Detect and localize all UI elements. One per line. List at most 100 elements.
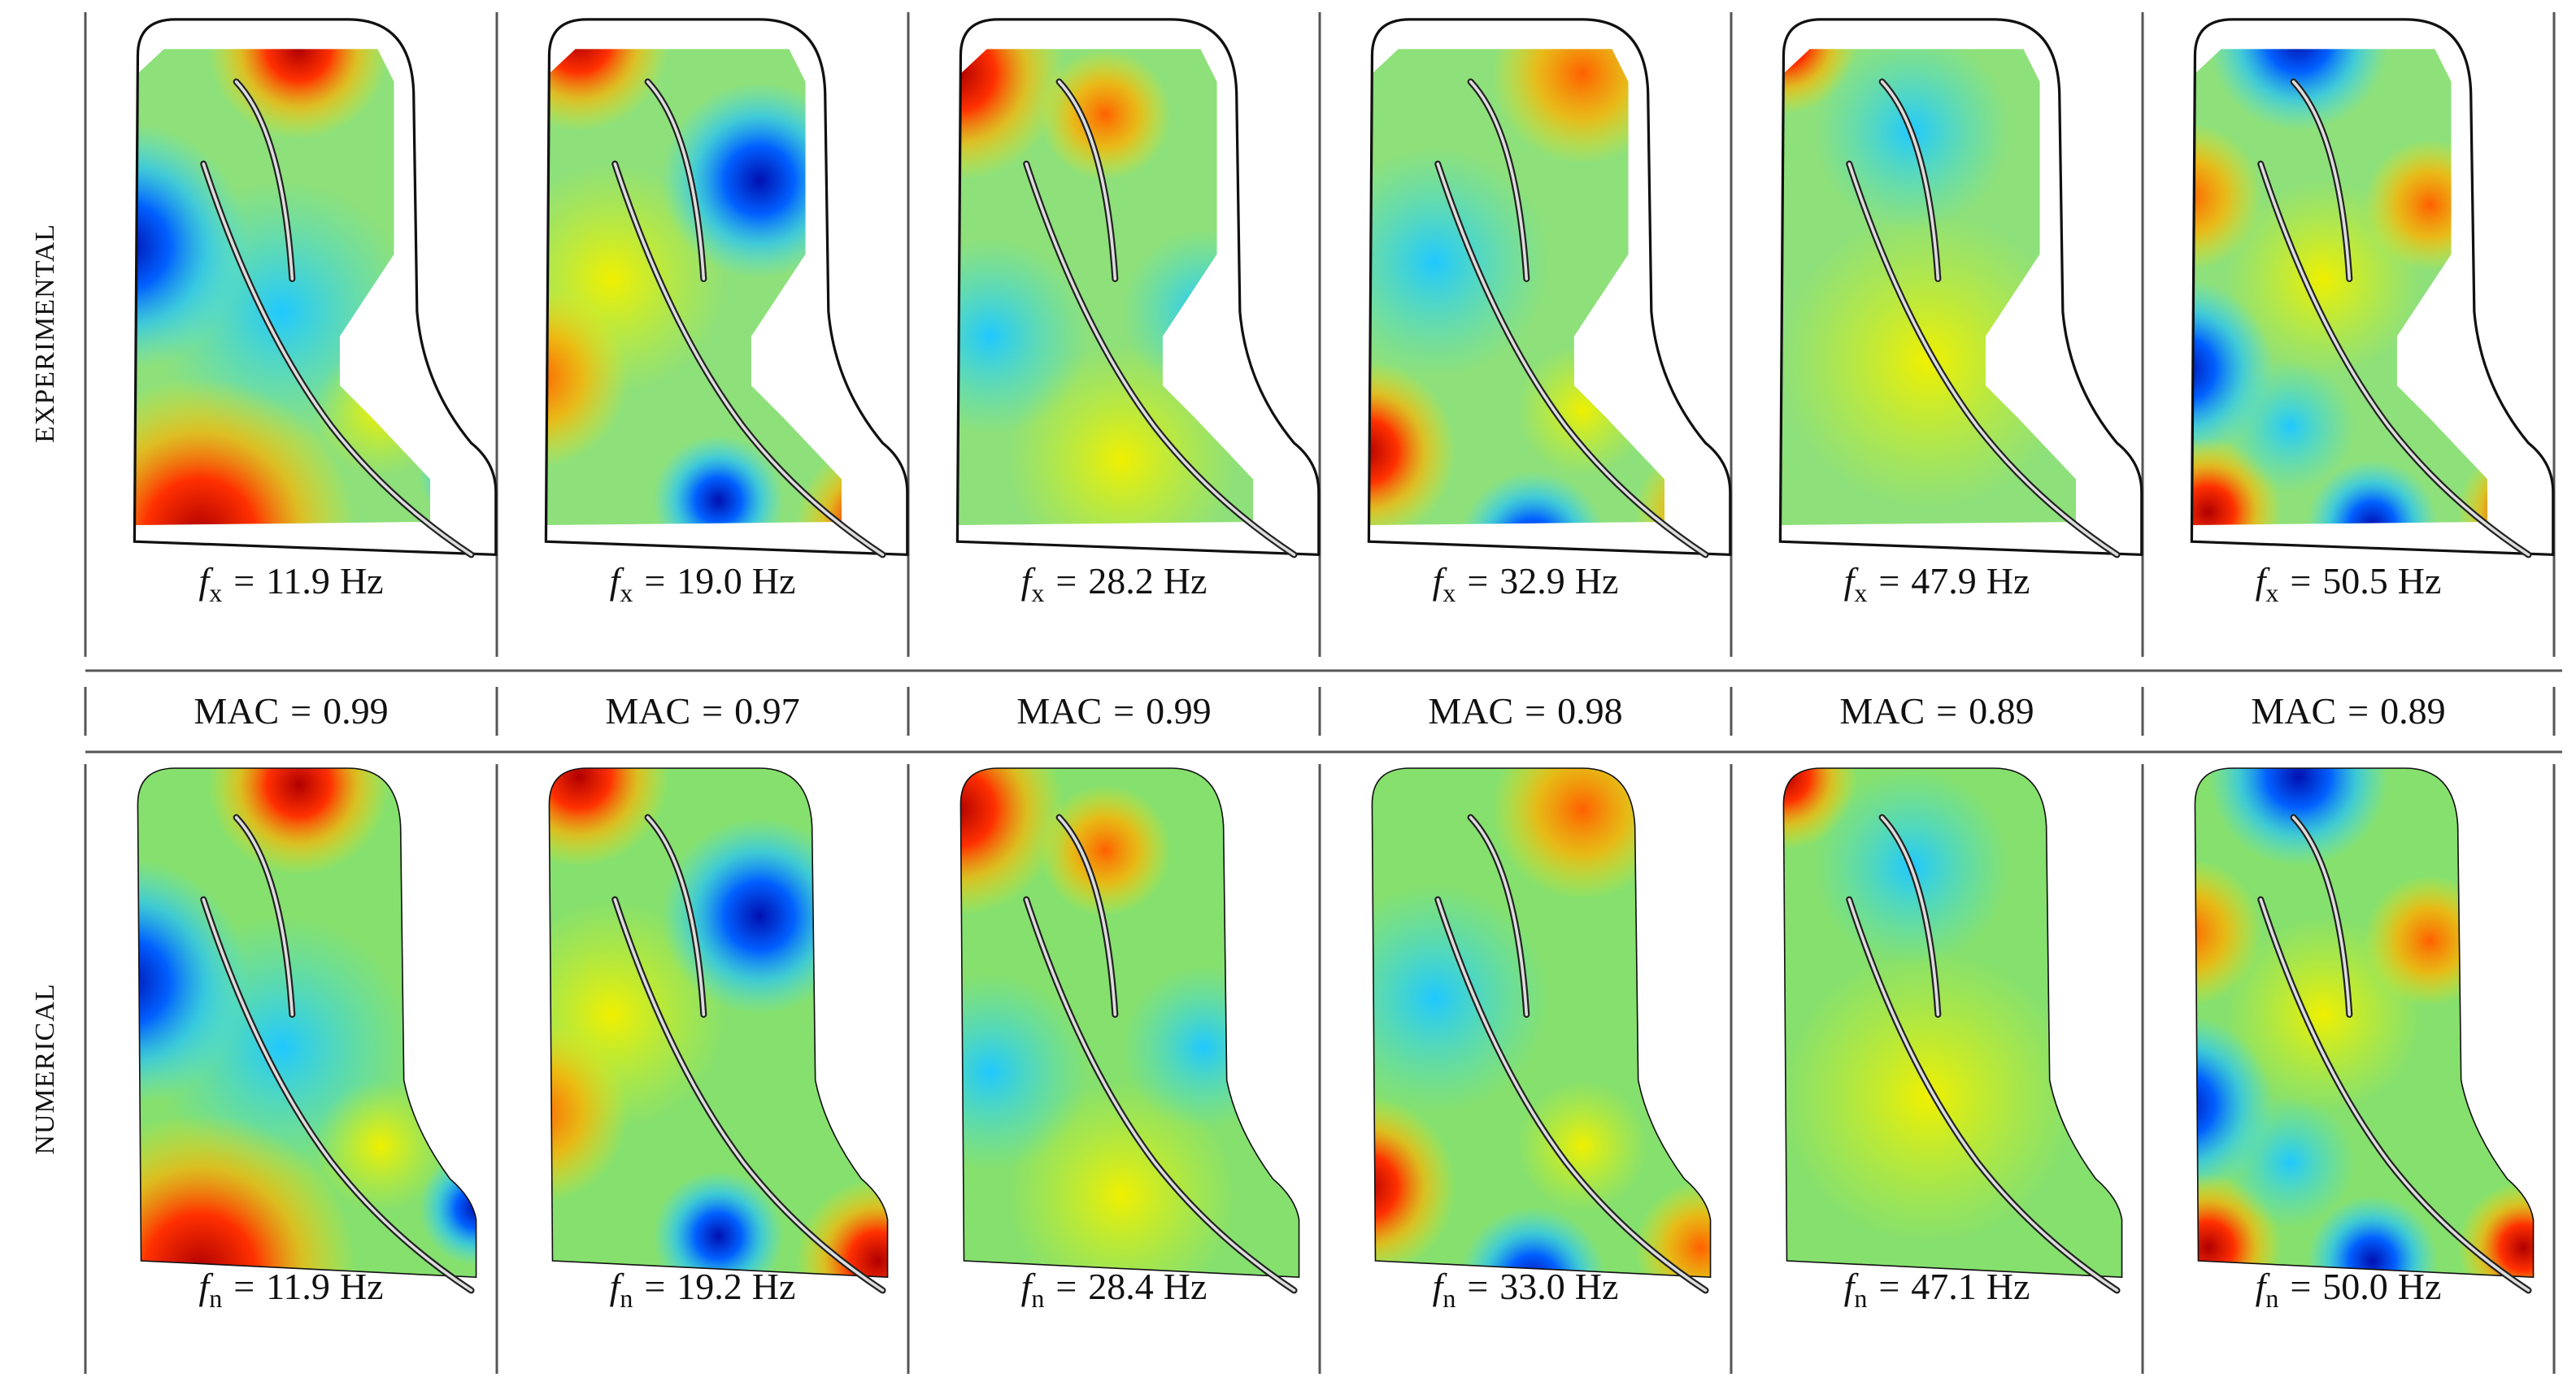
outline <box>2190 18 2555 557</box>
colormap-blob <box>2224 361 2356 493</box>
mode-shape <box>1782 767 2123 1294</box>
subscript: x <box>1031 578 1044 607</box>
mode-shape <box>2190 18 2555 558</box>
colormap-blob <box>1634 1182 1711 1278</box>
relation: = <box>644 1266 665 1307</box>
colormap-blob <box>1780 213 2076 509</box>
mac-label: MAC = 0.99 <box>1016 690 1211 732</box>
colormap-blob <box>795 1178 888 1278</box>
relation: = <box>1525 690 1546 732</box>
outline <box>2194 767 2535 1279</box>
unit: Hz <box>1986 1266 2030 1307</box>
colormap-blob <box>2306 1195 2439 1278</box>
relation: = <box>1467 560 1488 602</box>
unit: Hz <box>1575 1266 1619 1307</box>
frequency-label: fn = 11.9 Hz <box>198 1266 383 1313</box>
relation: = <box>233 560 255 602</box>
colormap-blob <box>960 973 1089 1171</box>
frequency-value: 47.9 <box>1911 560 1977 602</box>
slot-inner <box>646 80 706 280</box>
subscript: n <box>2265 1284 2278 1313</box>
mac-label: MAC = 0.89 <box>1839 690 2034 732</box>
mac-name: MAC <box>1839 690 1925 732</box>
slot-inner <box>1880 815 1940 1016</box>
relation: = <box>233 1266 255 1307</box>
subscript: x <box>2265 578 2278 607</box>
mac-label: MAC = 0.97 <box>605 690 799 732</box>
relation: = <box>644 560 665 602</box>
unit: Hz <box>2398 1266 2442 1307</box>
colormap-blob <box>546 287 629 468</box>
mode-shape <box>959 767 1300 1294</box>
slot-inner <box>234 80 294 280</box>
slot-inner <box>1025 162 1296 557</box>
subscript: x <box>1442 578 1456 607</box>
relation: = <box>1467 1266 1488 1307</box>
frequency-value: 47.1 <box>1911 1266 1977 1307</box>
slot-inner <box>613 897 885 1293</box>
colormap-blob <box>1516 344 1648 476</box>
colormap-blob <box>2457 1182 2534 1278</box>
unit: Hz <box>340 1266 384 1307</box>
subscript: x <box>620 578 633 607</box>
colormap-blob <box>1780 49 1858 115</box>
mac-label: MAC = 0.89 <box>2251 690 2445 732</box>
mac-value: 0.97 <box>734 690 800 732</box>
mac-label: MAC = 0.99 <box>194 690 388 732</box>
frequency-label: fx = 28.2 Hz <box>1021 560 1208 607</box>
colormap-blob <box>1372 1096 1456 1278</box>
unit: Hz <box>1986 560 2030 602</box>
outline <box>959 767 1300 1279</box>
mode-shape <box>1778 18 2143 558</box>
frequency-value: 50.0 <box>2322 1266 2388 1307</box>
outline <box>133 18 498 557</box>
colormap-blob <box>546 49 669 132</box>
slot-inner <box>1469 80 1529 280</box>
slot-inner <box>202 162 473 557</box>
colormap-blob <box>208 768 389 875</box>
subscript: n <box>209 1284 222 1313</box>
mode-colormap <box>1368 49 1664 525</box>
mode-shape <box>133 18 498 558</box>
colormap-blob <box>1039 784 1171 916</box>
slot-inner <box>1057 80 1117 280</box>
colormap-blob <box>208 49 389 140</box>
mac-value: 0.99 <box>1146 690 1212 732</box>
frequency-label: fx = 32.9 Hz <box>1433 560 1619 607</box>
subscript: x <box>209 578 222 607</box>
frequency-value: 11.9 <box>266 560 330 602</box>
colormap-blob <box>2224 1097 2356 1228</box>
frequency-label: fx = 19.0 Hz <box>610 560 796 607</box>
colormap-blob <box>2191 437 2282 525</box>
mode-shape <box>2194 767 2535 1294</box>
colormap-blob <box>960 768 1064 916</box>
colormap-blob <box>549 1023 629 1204</box>
slot-inner <box>202 897 473 1293</box>
colormap-blob <box>1372 883 1550 1114</box>
mode-shape <box>544 18 909 558</box>
frequency-label: fn = 50.0 Hz <box>2256 1266 2442 1313</box>
unit: Hz <box>1575 560 1619 602</box>
colormap-blob <box>2208 49 2389 132</box>
relation: = <box>2290 560 2311 602</box>
relation: = <box>2290 1266 2311 1307</box>
frequency-label: fn = 19.2 Hz <box>610 1266 796 1313</box>
mode-colormap <box>546 49 842 525</box>
colormap-blob <box>1039 49 1171 180</box>
colormap-blob <box>1006 344 1237 525</box>
outline <box>1778 18 2143 557</box>
mode-shape <box>1371 767 1712 1294</box>
colormap-blob <box>2306 459 2439 525</box>
relation: = <box>1878 1266 1899 1307</box>
mode-shape <box>1367 18 1732 558</box>
colormap-blob <box>2364 139 2487 271</box>
relation: = <box>1878 560 1899 602</box>
unit: Hz <box>340 560 384 602</box>
unit: Hz <box>752 560 796 602</box>
outline <box>548 767 889 1279</box>
subscript: n <box>1442 1284 1456 1313</box>
colormap-blob <box>957 237 1089 435</box>
subscript: x <box>1854 578 1867 607</box>
